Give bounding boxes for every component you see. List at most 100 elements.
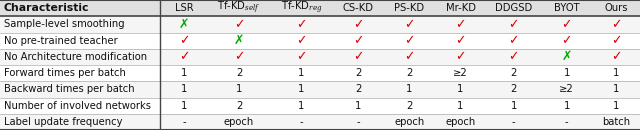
Text: ✓: ✓ bbox=[508, 50, 519, 63]
Bar bbox=[486, 0, 541, 16]
Bar bbox=[593, 49, 640, 65]
Bar bbox=[435, 98, 486, 114]
Bar bbox=[435, 0, 486, 16]
Bar bbox=[541, 16, 593, 32]
Bar bbox=[0, 114, 160, 130]
Text: 1: 1 bbox=[613, 101, 620, 111]
Text: ✓: ✓ bbox=[179, 34, 189, 47]
Text: LSR: LSR bbox=[175, 3, 193, 13]
Text: 1: 1 bbox=[458, 101, 464, 111]
Bar bbox=[383, 0, 435, 16]
Text: 2: 2 bbox=[355, 68, 361, 78]
Bar bbox=[383, 65, 435, 81]
Text: 2: 2 bbox=[406, 101, 412, 111]
Bar bbox=[486, 65, 541, 81]
Text: ✓: ✓ bbox=[455, 34, 466, 47]
Bar bbox=[435, 114, 486, 130]
Bar bbox=[0, 32, 160, 49]
Bar bbox=[0, 49, 160, 65]
Bar bbox=[160, 32, 208, 49]
Text: -: - bbox=[300, 117, 303, 127]
Text: epoch: epoch bbox=[224, 117, 254, 127]
Text: 1: 1 bbox=[355, 101, 361, 111]
Text: Forward times per batch: Forward times per batch bbox=[4, 68, 126, 78]
Text: 2: 2 bbox=[406, 68, 412, 78]
Text: 1: 1 bbox=[564, 101, 570, 111]
Text: 2: 2 bbox=[511, 68, 517, 78]
Bar bbox=[593, 98, 640, 114]
Bar bbox=[270, 0, 332, 16]
Text: BYOT: BYOT bbox=[554, 3, 580, 13]
Bar bbox=[0, 81, 160, 98]
Text: 2: 2 bbox=[236, 101, 242, 111]
Bar bbox=[541, 32, 593, 49]
Text: epoch: epoch bbox=[445, 117, 476, 127]
Bar bbox=[160, 0, 208, 16]
Text: ✓: ✓ bbox=[353, 50, 364, 63]
Text: ✓: ✓ bbox=[234, 18, 244, 31]
Text: Characteristic: Characteristic bbox=[4, 3, 90, 13]
Bar bbox=[160, 114, 208, 130]
Bar bbox=[486, 16, 541, 32]
Text: 1: 1 bbox=[298, 68, 305, 78]
Bar bbox=[332, 0, 383, 16]
Bar bbox=[593, 16, 640, 32]
Text: -: - bbox=[565, 117, 568, 127]
Text: ✓: ✓ bbox=[455, 18, 466, 31]
Bar bbox=[160, 49, 208, 65]
Bar bbox=[332, 81, 383, 98]
Bar bbox=[270, 114, 332, 130]
Text: ✓: ✓ bbox=[296, 18, 307, 31]
Bar bbox=[383, 98, 435, 114]
Text: 1: 1 bbox=[181, 84, 188, 94]
Text: Number of involved networks: Number of involved networks bbox=[4, 101, 151, 111]
Text: Backward times per batch: Backward times per batch bbox=[4, 84, 134, 94]
Text: epoch: epoch bbox=[394, 117, 424, 127]
Bar bbox=[270, 98, 332, 114]
Text: 2: 2 bbox=[355, 84, 361, 94]
Text: 1: 1 bbox=[613, 68, 620, 78]
Text: Tf-KD$_{reg}$: Tf-KD$_{reg}$ bbox=[280, 0, 322, 16]
Bar bbox=[208, 98, 270, 114]
Text: ✓: ✓ bbox=[561, 18, 572, 31]
Text: ✓: ✓ bbox=[179, 50, 189, 63]
Bar bbox=[593, 114, 640, 130]
Bar bbox=[270, 49, 332, 65]
Bar bbox=[0, 98, 160, 114]
Bar bbox=[541, 0, 593, 16]
Text: -: - bbox=[356, 117, 360, 127]
Text: ≥2: ≥2 bbox=[559, 84, 574, 94]
Bar bbox=[270, 16, 332, 32]
Text: ✓: ✓ bbox=[296, 50, 307, 63]
Bar bbox=[332, 49, 383, 65]
Bar bbox=[160, 98, 208, 114]
Bar bbox=[435, 65, 486, 81]
Text: 2: 2 bbox=[236, 68, 242, 78]
Bar bbox=[593, 32, 640, 49]
Bar bbox=[0, 0, 160, 16]
Bar bbox=[435, 32, 486, 49]
Text: ✓: ✓ bbox=[404, 50, 415, 63]
Bar bbox=[541, 81, 593, 98]
Text: Mr-KD: Mr-KD bbox=[445, 3, 476, 13]
Text: 1: 1 bbox=[406, 84, 412, 94]
Bar bbox=[541, 98, 593, 114]
Text: ✓: ✓ bbox=[353, 34, 364, 47]
Bar bbox=[270, 32, 332, 49]
Bar bbox=[332, 114, 383, 130]
Bar bbox=[208, 49, 270, 65]
Text: 2: 2 bbox=[511, 84, 517, 94]
Bar bbox=[593, 65, 640, 81]
Bar bbox=[435, 49, 486, 65]
Text: ✓: ✓ bbox=[455, 50, 466, 63]
Bar bbox=[383, 32, 435, 49]
Bar bbox=[541, 114, 593, 130]
Bar bbox=[541, 49, 593, 65]
Text: ✗: ✗ bbox=[179, 18, 189, 31]
Bar bbox=[270, 81, 332, 98]
Text: ✓: ✓ bbox=[234, 50, 244, 63]
Text: -: - bbox=[182, 117, 186, 127]
Text: PS-KD: PS-KD bbox=[394, 3, 424, 13]
Bar bbox=[332, 32, 383, 49]
Text: 1: 1 bbox=[511, 101, 517, 111]
